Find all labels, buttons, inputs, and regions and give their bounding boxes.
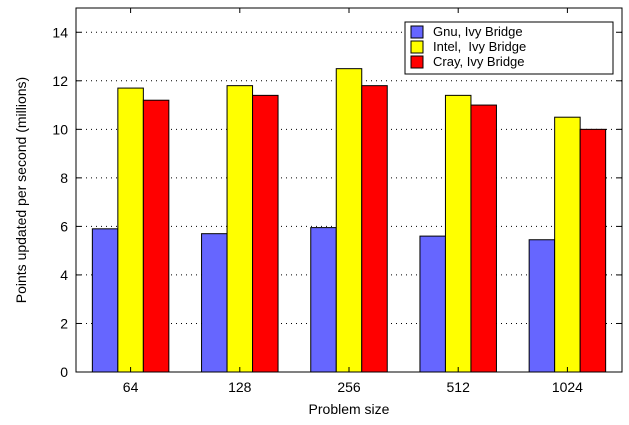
bars: [91, 68, 607, 373]
legend-swatch: [410, 55, 424, 69]
x-tick-label: 512: [447, 379, 471, 395]
legend-label: Cray, Ivy Bridge: [433, 54, 525, 69]
y-tick-label: 8: [60, 170, 68, 186]
bar-gnu-256: [310, 227, 337, 373]
bar-gnu-64: [91, 228, 119, 373]
y-tick-label: 6: [60, 218, 68, 234]
bar-intel-1024: [554, 116, 581, 373]
x-tick-label: 128: [228, 379, 252, 395]
bar-cray-64: [142, 99, 170, 373]
bar-gnu-128: [201, 233, 228, 373]
legend-swatch: [410, 25, 424, 39]
x-tick-label: 64: [123, 379, 139, 395]
y-tick-label: 12: [52, 73, 68, 89]
legend-label: Intel, Ivy Bridge: [433, 39, 526, 54]
legend-label: Gnu, Ivy Bridge: [433, 24, 523, 39]
x-tick-label: 256: [337, 379, 361, 395]
y-axis-title: Points updated per second (millions): [13, 77, 29, 303]
y-tick-label: 14: [52, 24, 68, 40]
bar-gnu-1024: [528, 239, 556, 373]
bar-cray-1024: [579, 128, 607, 373]
y-tick-label: 0: [60, 364, 68, 380]
y-tick-label: 10: [52, 121, 68, 137]
y-axis-ticks: 0 2 4 6 8 10 12 14: [52, 24, 622, 380]
y-tick-label: 4: [60, 267, 68, 283]
bar-intel-64: [117, 87, 144, 373]
bar-cray-128: [252, 94, 279, 373]
legend-swatch: [410, 40, 424, 54]
x-axis-title: Problem size: [309, 401, 390, 417]
legend-box: [404, 21, 614, 75]
y-tick-label: 2: [60, 315, 68, 331]
bar-intel-256: [335, 68, 363, 373]
x-tick-label: 1024: [552, 379, 583, 395]
bar-intel-128: [226, 85, 254, 373]
bar-cray-256: [361, 85, 388, 373]
bar-cray-512: [470, 104, 497, 373]
bar-gnu-512: [419, 235, 446, 373]
x-axis-ticks: 64 128 256 512 1024: [123, 8, 583, 395]
bar-intel-512: [444, 94, 472, 373]
